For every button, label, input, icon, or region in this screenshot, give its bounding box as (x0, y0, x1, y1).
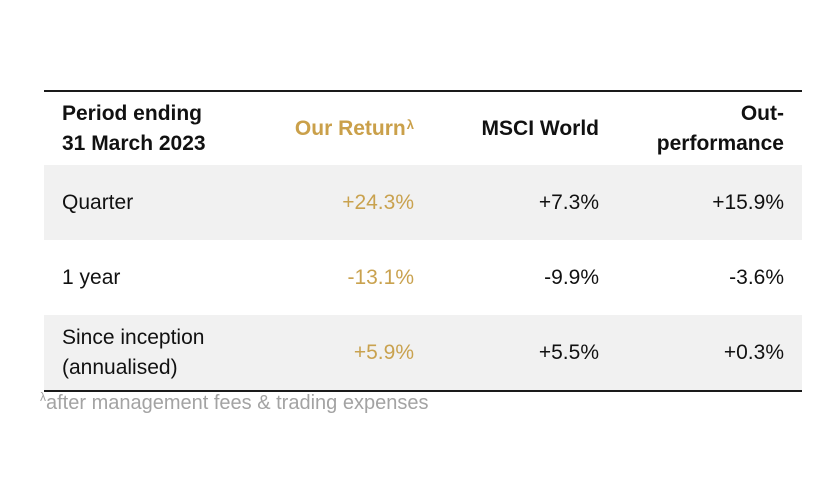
header-msci-world: MSCI World (481, 116, 599, 140)
row-outperformance: -3.6% (729, 265, 784, 289)
header-period-line1: Period ending (62, 101, 203, 125)
row-label-line1: 1 year (62, 265, 121, 289)
row-label: 1 year (44, 263, 264, 293)
header-period: Period ending 31 March 2023 (44, 99, 264, 159)
header-outperf-line2: performance (656, 131, 784, 155)
row-label: Quarter (44, 188, 264, 218)
row-outperformance: +0.3% (723, 340, 784, 364)
row-label: Since inception (annualised) (44, 323, 264, 383)
header-our-return: Our Returnλ (264, 114, 414, 144)
row-msci: +7.3% (538, 190, 599, 214)
row-label-line1: Since inception (62, 325, 205, 349)
table-top-rule (44, 90, 802, 92)
row-outperformance: +15.9% (712, 190, 784, 214)
header-period-line2: 31 March 2023 (62, 131, 206, 155)
row-msci: -9.9% (544, 265, 599, 289)
performance-table: Period ending 31 March 2023 Our Returnλ … (44, 90, 802, 392)
header-outperf-line1: Out- (740, 101, 784, 125)
footnote-marker: λ (40, 390, 46, 404)
row-label-line2: (annualised) (62, 355, 178, 379)
header-our-return-marker: λ (406, 116, 414, 132)
row-our-return: +5.9% (353, 340, 414, 364)
row-our-return: +24.3% (342, 190, 414, 214)
table-row: 1 year -13.1% -9.9% -3.6% (44, 240, 802, 315)
table-row: Quarter +24.3% +7.3% +15.9% (44, 165, 802, 240)
row-our-return: -13.1% (347, 265, 414, 289)
footnote: λafter management fees & trading expense… (40, 390, 429, 415)
header-outperformance: Out- performance (599, 99, 784, 159)
table-row: Since inception (annualised) +5.9% +5.5%… (44, 315, 802, 390)
table-bottom-rule (44, 390, 802, 392)
row-msci: +5.5% (538, 340, 599, 364)
header-our-return-label: Our Return (294, 116, 406, 140)
footnote-text: after management fees & trading expenses (46, 392, 429, 414)
table-header-row: Period ending 31 March 2023 Our Returnλ … (44, 92, 802, 165)
row-label-line1: Quarter (62, 190, 134, 214)
